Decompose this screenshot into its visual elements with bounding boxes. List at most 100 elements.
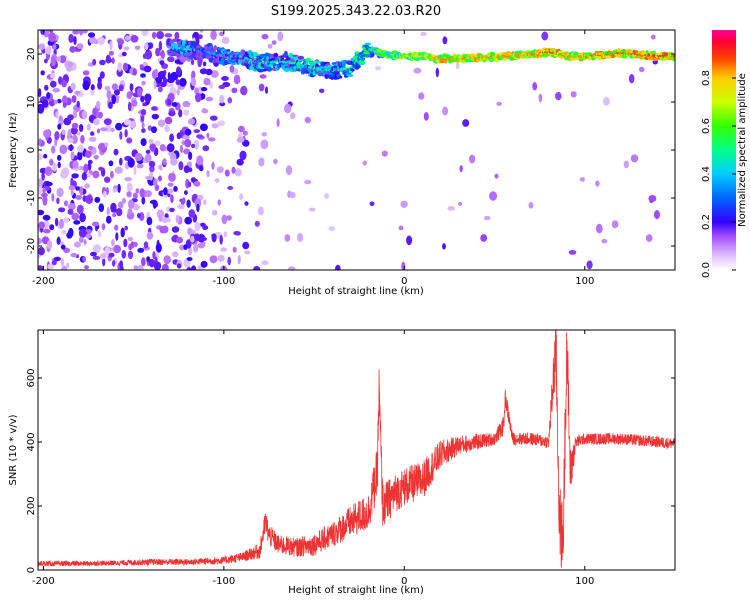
colorbar: 0.0 0.2 0.4 0.6 0.8 Normalized spectral ampl… bbox=[701, 30, 748, 278]
spectrogram-noise-cell bbox=[568, 250, 577, 255]
spectrogram-noise-cell bbox=[52, 87, 61, 93]
spectrogram-noise-cell bbox=[318, 88, 325, 94]
spectrogram-noise-cell bbox=[71, 134, 78, 144]
spectrogram-carrier-cell bbox=[237, 53, 243, 56]
spectrogram-noise-cell bbox=[369, 201, 375, 207]
spectrogram-noise-cell bbox=[194, 198, 202, 208]
spectrogram-noise-cell bbox=[111, 260, 116, 267]
spectrogram-noise-cell bbox=[111, 57, 115, 64]
spectrogram-noise-cell bbox=[108, 101, 113, 110]
spectrogram-noise-cell bbox=[190, 177, 196, 183]
spectrogram-noise-cell bbox=[284, 234, 291, 242]
spectrogram-noise-cell bbox=[184, 216, 193, 225]
spectrogram-carrier-cell bbox=[185, 40, 189, 43]
spectrogram-noise-cell bbox=[212, 209, 218, 216]
spectrogram-noise-cell bbox=[71, 212, 80, 221]
spectrogram-noise-cell bbox=[153, 261, 162, 270]
spectrogram-noise-cell bbox=[72, 160, 79, 169]
spectrogram-noise-cell bbox=[137, 213, 141, 219]
spectrogram-noise-cell bbox=[60, 244, 66, 250]
spectrogram-noise-cell bbox=[38, 138, 42, 146]
spectrogram-noise-cell bbox=[60, 170, 68, 179]
spectrogram-noise-cell bbox=[64, 200, 68, 207]
spectrogram-noise-cell bbox=[178, 161, 184, 171]
spectrogram-noise-cell bbox=[74, 241, 81, 248]
spectrogram-noise-cell bbox=[102, 257, 106, 267]
spectrogram-noise-cell bbox=[68, 33, 74, 43]
spectrogram-noise-cell bbox=[236, 158, 244, 166]
spectrogram-noise-cell bbox=[71, 95, 77, 103]
spectrogram-carrier-cell bbox=[342, 63, 346, 67]
spectrogram-noise-cell bbox=[118, 84, 124, 92]
spectrogram-noise-cell bbox=[119, 157, 123, 166]
spectrogram-noise-cell bbox=[44, 58, 48, 64]
spectrogram-noise-cell bbox=[74, 90, 81, 96]
spectrogram-noise-cell bbox=[157, 86, 163, 93]
spectrogram-noise-cell bbox=[51, 193, 55, 202]
spectrogram-noise-cell bbox=[206, 170, 210, 178]
spectrogram-noise-cell bbox=[489, 191, 498, 201]
spectrogram-noise-cell bbox=[273, 158, 278, 165]
spectrogram-noise-cell bbox=[182, 100, 191, 108]
spectrogram-noise-cell bbox=[42, 195, 48, 204]
spectrogram-noise-cell bbox=[167, 72, 171, 81]
spectrogram-carrier-cell bbox=[208, 45, 213, 50]
spectrogram-noise-cell bbox=[217, 120, 226, 127]
spectrogram-carrier-cell bbox=[213, 45, 217, 51]
spectrogram-noise-cell bbox=[191, 143, 196, 148]
spectrogram-noise-cell bbox=[129, 91, 134, 96]
spectrogram-noise-cell bbox=[202, 61, 207, 67]
spectrogram-noise-cell bbox=[154, 76, 163, 84]
spectrogram-noise-cell bbox=[219, 102, 226, 107]
spectrogram-noise-cell bbox=[226, 215, 232, 221]
spectrogram-noise-cell bbox=[194, 221, 201, 232]
spectrogram-noise-cell bbox=[601, 238, 608, 244]
spectrogram-noise-cell bbox=[271, 40, 277, 45]
spectrogram-noise-cell bbox=[176, 88, 180, 96]
spectrogram-noise-cell bbox=[61, 229, 67, 235]
spectrogram-noise-cell bbox=[166, 188, 174, 194]
spectrogram-noise-cell bbox=[40, 70, 45, 76]
spectrogram-noise-cell bbox=[227, 256, 231, 266]
spectrogram-noise-cell bbox=[112, 188, 118, 193]
spectrogram-noise-cell bbox=[296, 232, 304, 242]
spectrogram-noise-cell bbox=[170, 194, 174, 204]
spectrogram-noise-cell bbox=[137, 247, 145, 253]
spectrogram-noise-cell bbox=[104, 85, 111, 91]
spectrogram-noise-cell bbox=[77, 150, 83, 161]
spectrogram-noise-cell bbox=[43, 153, 48, 159]
spectrogram-noise-cell bbox=[133, 203, 140, 211]
spectrogram-noise-cell bbox=[126, 182, 133, 192]
spectrogram-noise-cell bbox=[54, 131, 60, 141]
spectrogram-noise-cell bbox=[159, 164, 163, 171]
spectrogram-noise-cell bbox=[221, 36, 230, 45]
snr-xtick-label: 100 bbox=[575, 576, 594, 587]
spectrogram-xtick-label: -100 bbox=[213, 276, 236, 287]
spectrogram-noise-cell bbox=[259, 74, 267, 79]
spectrogram-noise-cell bbox=[151, 31, 157, 39]
spectrogram-noise-cell bbox=[231, 166, 236, 174]
spectrogram-carrier-cell bbox=[263, 68, 267, 72]
spectrogram-noise-cell bbox=[111, 83, 118, 91]
spectrogram-noise-cell bbox=[223, 231, 228, 238]
spectrogram-noise-cell bbox=[86, 123, 91, 131]
spectrogram-noise-cell bbox=[62, 102, 67, 108]
spectrogram-noise-cell bbox=[76, 204, 84, 215]
spectrogram-noise-cell bbox=[164, 116, 173, 125]
spectrogram-noise-cell bbox=[43, 129, 51, 138]
spectrogram-noise-cell bbox=[190, 77, 197, 87]
spectrogram-noise-cell bbox=[179, 144, 183, 154]
spectrogram-noise-cell bbox=[77, 145, 84, 153]
spectrogram-noise-cell bbox=[121, 250, 127, 259]
spectrogram-noise-cell bbox=[172, 251, 179, 258]
spectrogram-noise-cell bbox=[190, 59, 195, 66]
spectrogram-carrier-cell bbox=[170, 42, 178, 47]
spectrogram-noise-cell bbox=[144, 93, 152, 102]
spectrogram-noise-cell bbox=[139, 188, 145, 198]
spectrogram-noise-cell bbox=[121, 51, 127, 57]
spectrogram-noise-cell bbox=[84, 265, 89, 270]
spectrogram-noise-cell bbox=[146, 216, 153, 226]
spectrogram-noise-cell bbox=[49, 224, 55, 231]
spectrogram-noise-cell bbox=[142, 53, 147, 59]
spectrogram-noise-cell bbox=[193, 243, 199, 253]
